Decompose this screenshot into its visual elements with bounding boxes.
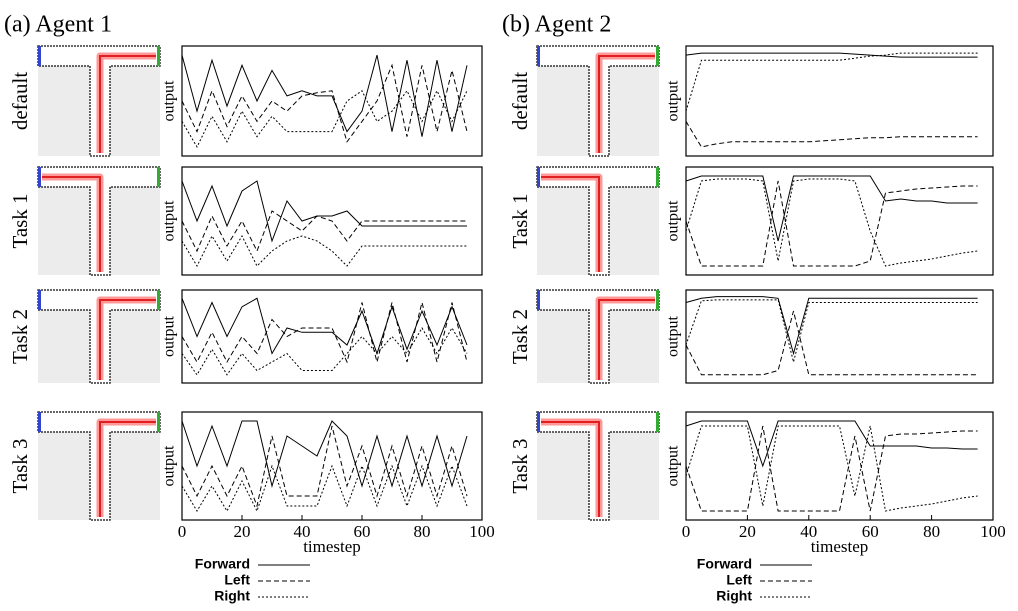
series-line — [181, 425, 468, 508]
agent-path — [42, 176, 101, 272]
series-line — [685, 310, 978, 376]
legend-label: Forward — [697, 556, 752, 572]
y-axis-label: output — [665, 316, 682, 357]
series-line — [685, 52, 978, 112]
x-axis-label: timestep — [303, 537, 361, 556]
panel-title: (a) Agent 1 — [4, 12, 112, 38]
legend-label: Left — [726, 572, 752, 588]
plot-frame — [685, 45, 994, 157]
row-label: default — [508, 72, 532, 130]
agent-path — [99, 299, 156, 380]
series-line — [181, 327, 468, 376]
row-label: Task 2 — [8, 309, 32, 364]
legend-label: Right — [214, 588, 250, 604]
series-line — [181, 297, 468, 356]
x-tick-label: 40 — [800, 522, 817, 541]
agent-path — [598, 299, 655, 380]
series-line — [181, 180, 467, 243]
series-line — [685, 178, 978, 267]
plot-frame — [685, 411, 994, 521]
agent-path — [541, 176, 600, 272]
y-axis-label: output — [665, 445, 682, 486]
row-label: Task 2 — [508, 309, 532, 364]
series-line — [181, 63, 468, 143]
series-line — [685, 175, 978, 242]
maze-goal-right — [656, 290, 659, 310]
x-tick-label: 80 — [414, 522, 431, 541]
maze-goal-left — [38, 167, 41, 187]
x-tick-label: 20 — [739, 522, 756, 541]
row-label: default — [8, 72, 32, 130]
y-axis-label: output — [665, 200, 682, 241]
plot-frame — [181, 411, 483, 521]
row-label: Task 3 — [8, 438, 32, 493]
agent-path — [99, 55, 156, 153]
x-tick-label: 20 — [234, 522, 251, 541]
series-line — [685, 180, 978, 267]
maze-goal-left — [38, 290, 41, 310]
plot-frame — [181, 166, 483, 276]
x-axis-label: timestep — [811, 537, 869, 556]
series-line — [181, 464, 468, 513]
x-tick-label: 0 — [178, 522, 187, 541]
agent-path — [99, 421, 156, 517]
maze-goal-right — [157, 290, 160, 310]
legend-label: Left — [224, 572, 250, 588]
x-tick-label: 100 — [469, 522, 495, 541]
series-line — [685, 425, 978, 512]
series-line — [685, 296, 978, 356]
series-line — [181, 54, 468, 137]
plot-frame — [685, 289, 994, 384]
maze-goal-left — [537, 290, 540, 310]
maze-goal-right — [157, 167, 160, 187]
series-line — [685, 52, 978, 58]
row-label: Task 1 — [8, 193, 32, 248]
maze-goal-right — [656, 46, 659, 66]
x-tick-label: 0 — [682, 522, 691, 541]
y-axis-label: output — [665, 80, 682, 121]
series-line — [181, 420, 468, 488]
agent-path — [598, 55, 655, 153]
x-tick-label: 100 — [980, 522, 1006, 541]
series-line — [181, 210, 467, 253]
legend-label: Right — [716, 588, 752, 604]
agent-path — [541, 421, 600, 517]
series-line — [181, 89, 468, 148]
legend-label: Forward — [195, 556, 250, 572]
series-line — [181, 234, 467, 268]
maze-goal-right — [157, 46, 160, 66]
x-tick-label: 60 — [862, 522, 879, 541]
series-line — [685, 121, 978, 148]
series-line — [685, 425, 978, 512]
plot-frame — [181, 289, 483, 384]
row-label: Task 1 — [508, 193, 532, 248]
series-line — [685, 420, 978, 468]
maze-goal-right — [157, 412, 160, 432]
maze-goal-left — [537, 46, 540, 66]
y-axis-label: output — [161, 445, 178, 486]
maze-goal-left — [38, 412, 41, 432]
y-axis-label: output — [161, 80, 178, 121]
series-line — [685, 299, 978, 363]
row-label: Task 3 — [508, 438, 532, 493]
maze-goal-right — [656, 167, 659, 187]
maze-goal-left — [537, 167, 540, 187]
plot-frame — [685, 166, 994, 276]
maze-goal-left — [537, 412, 540, 432]
maze-goal-right — [656, 412, 659, 432]
maze-goal-left — [38, 46, 41, 66]
x-tick-label: 60 — [354, 522, 371, 541]
x-tick-label: 80 — [923, 522, 940, 541]
plot-frame — [181, 45, 483, 157]
x-tick-label: 40 — [294, 522, 311, 541]
y-axis-label: output — [161, 316, 178, 357]
y-axis-label: output — [161, 200, 178, 241]
panel-title: (b) Agent 2 — [502, 12, 611, 38]
